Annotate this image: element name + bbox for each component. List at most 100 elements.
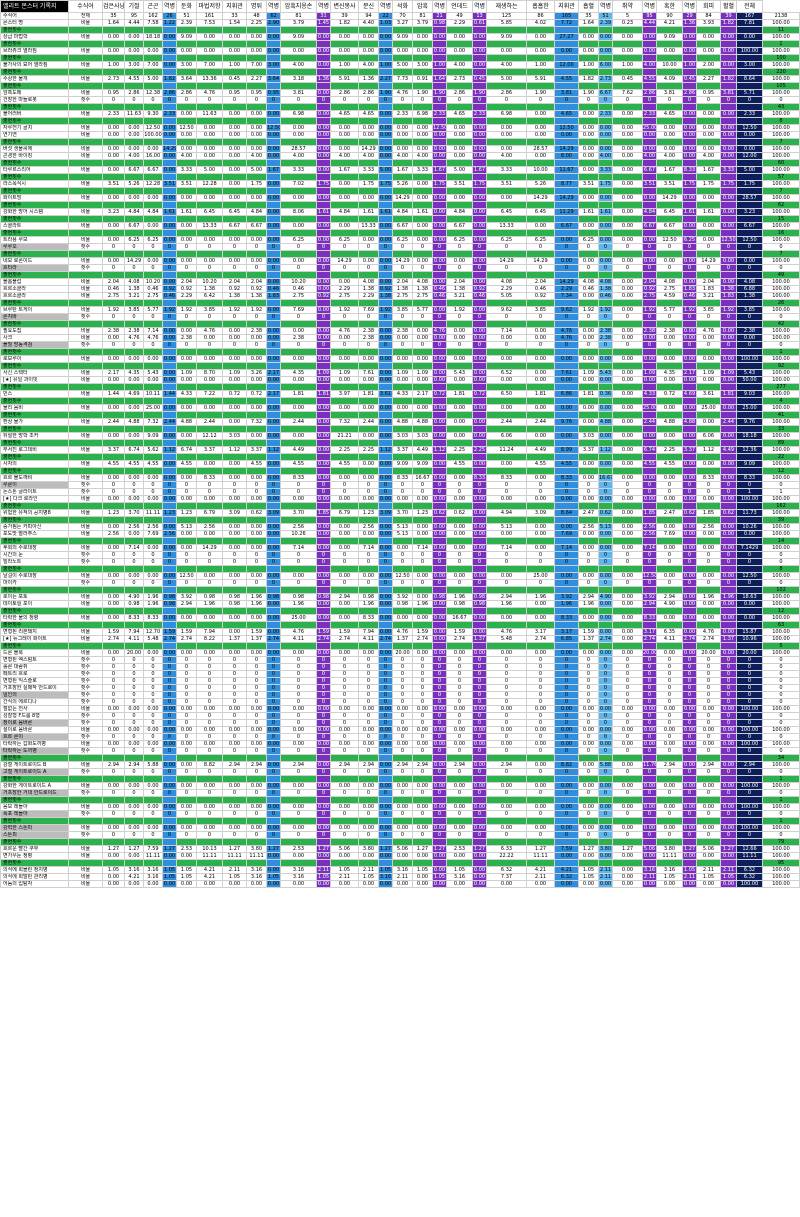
value-cell[interactable] [102, 40, 125, 48]
value-cell[interactable]: 0 [176, 831, 197, 839]
value-cell[interactable] [330, 453, 359, 461]
monster-name[interactable]: 마이카 [0, 579, 69, 587]
value-cell[interactable] [696, 117, 721, 125]
value-cell[interactable]: 48 [246, 12, 267, 20]
value-cell[interactable] [656, 229, 683, 237]
value-cell[interactable]: 0.00 [682, 880, 697, 888]
value-cell[interactable]: 0.00 [720, 61, 737, 69]
value-cell[interactable]: 2.75 [102, 292, 125, 300]
value-cell[interactable] [358, 453, 379, 461]
value-cell[interactable]: 20.00 [392, 649, 413, 657]
value-cell[interactable] [358, 117, 379, 125]
total-cell[interactable]: 100.00 [762, 824, 800, 832]
value-cell[interactable]: 0 [642, 719, 657, 727]
value-cell[interactable] [316, 467, 331, 475]
value-cell[interactable]: 1.96 [696, 593, 721, 601]
total-cell[interactable]: 100.00 [762, 530, 800, 538]
value-cell[interactable]: 4.00 [246, 152, 267, 160]
value-cell[interactable]: 0 [486, 719, 527, 727]
value-cell[interactable]: 0 [330, 719, 359, 727]
value-cell[interactable] [472, 796, 487, 804]
value-cell[interactable] [642, 82, 657, 90]
value-cell[interactable] [378, 642, 393, 650]
value-cell[interactable]: 0.00 [612, 474, 643, 482]
monster-name[interactable]: 타락하는 갑화도끼병 [0, 740, 69, 748]
value-cell[interactable] [176, 565, 197, 573]
value-cell[interactable]: 0.00 [432, 740, 447, 748]
value-cell[interactable]: 0.00 [280, 852, 317, 860]
value-cell[interactable] [143, 54, 163, 62]
value-cell[interactable] [696, 775, 721, 783]
value-cell[interactable]: 0.61 [472, 19, 487, 27]
value-cell[interactable] [358, 320, 379, 328]
value-cell[interactable] [266, 411, 281, 419]
value-cell[interactable]: 0 [682, 481, 697, 489]
value-cell[interactable]: 0.00 [316, 880, 331, 888]
value-cell[interactable]: 0 [246, 747, 267, 755]
value-cell[interactable]: 2.75 [412, 292, 433, 300]
value-cell[interactable]: 0 [162, 243, 177, 251]
value-cell[interactable] [642, 397, 657, 405]
value-cell[interactable] [486, 467, 527, 475]
value-cell[interactable] [446, 467, 473, 475]
value-cell[interactable]: 2.39 [176, 19, 197, 27]
value-cell[interactable] [280, 439, 317, 447]
value-cell[interactable] [266, 502, 281, 510]
value-cell[interactable]: 0 [598, 691, 613, 699]
value-cell[interactable]: 0 [392, 747, 413, 755]
value-cell[interactable]: 0.00 [412, 782, 433, 790]
value-cell[interactable]: 0.00 [432, 544, 447, 552]
value-cell[interactable]: 0.00 [412, 873, 433, 881]
value-cell[interactable] [378, 775, 393, 783]
value-cell[interactable] [330, 817, 359, 825]
value-cell[interactable]: 1.05 [162, 866, 177, 874]
value-cell[interactable] [412, 754, 433, 762]
value-cell[interactable] [736, 187, 763, 195]
value-cell[interactable] [432, 383, 447, 391]
value-cell[interactable]: 0.00 [642, 194, 657, 202]
value-cell[interactable]: 3.81 [656, 89, 683, 97]
value-cell[interactable]: 0.00 [222, 152, 247, 160]
value-cell[interactable]: 0.98 [358, 593, 379, 601]
value-cell[interactable] [486, 586, 527, 594]
value-cell[interactable]: 0.00 [330, 278, 359, 286]
value-cell[interactable]: 0 [446, 698, 473, 706]
value-cell[interactable] [696, 586, 721, 594]
value-cell[interactable] [432, 271, 447, 279]
value-cell[interactable]: 0.00 [612, 544, 643, 552]
value-cell[interactable]: 5.71 [736, 89, 763, 97]
total-cell[interactable]: 100.00 [762, 509, 800, 517]
value-cell[interactable] [642, 439, 657, 447]
value-cell[interactable]: 0.00 [486, 376, 527, 384]
value-cell[interactable]: 3.03 [412, 432, 433, 440]
value-cell[interactable]: 0 [682, 810, 697, 818]
value-cell[interactable]: 0.00 [280, 495, 317, 503]
value-cell[interactable] [578, 607, 599, 615]
value-cell[interactable]: 1.61 [578, 208, 599, 216]
value-cell[interactable]: 0 [392, 768, 413, 776]
value-cell[interactable]: 10.20 [196, 278, 223, 286]
value-cell[interactable]: 0.00 [682, 649, 697, 657]
value-cell[interactable]: 0 [143, 558, 163, 566]
value-cell[interactable]: 0.00 [124, 145, 144, 153]
value-cell[interactable]: 0.00 [656, 495, 683, 503]
value-cell[interactable] [554, 215, 579, 223]
value-cell[interactable]: 0 [162, 488, 177, 496]
value-cell[interactable] [316, 796, 331, 804]
value-cell[interactable] [598, 607, 613, 615]
value-cell[interactable]: 0.00 [472, 61, 487, 69]
value-cell[interactable] [124, 299, 144, 307]
value-cell[interactable] [696, 271, 721, 279]
value-cell[interactable]: 6.67 [642, 222, 657, 230]
value-cell[interactable]: 0.00 [196, 803, 223, 811]
value-cell[interactable]: 0 [472, 712, 487, 720]
value-cell[interactable]: 1.75 [246, 180, 267, 188]
value-cell[interactable] [656, 103, 683, 111]
value-cell[interactable]: 0 [246, 677, 267, 685]
value-cell[interactable]: 0 [554, 684, 579, 692]
value-cell[interactable]: 0 [526, 670, 555, 678]
value-cell[interactable] [412, 159, 433, 167]
value-cell[interactable]: 0.00 [432, 530, 447, 538]
value-cell[interactable] [196, 586, 223, 594]
value-cell[interactable] [124, 103, 144, 111]
